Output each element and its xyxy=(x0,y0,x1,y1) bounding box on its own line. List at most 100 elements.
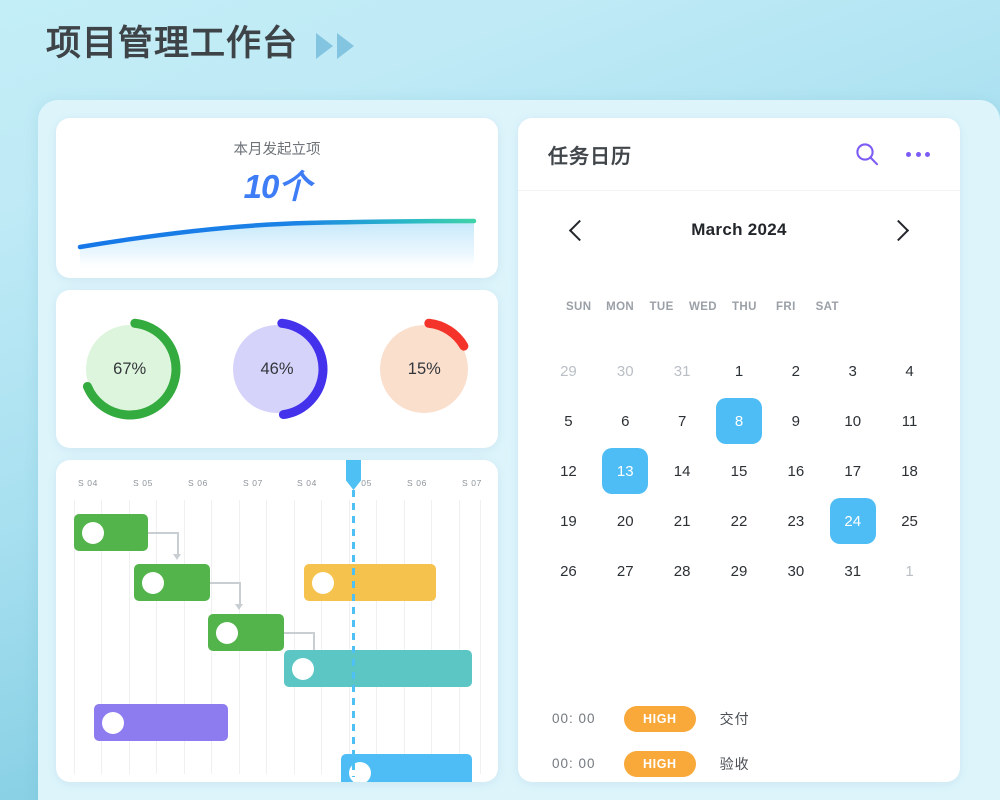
month-navigation: March 2024 xyxy=(548,213,930,247)
gantt-bar-handle[interactable] xyxy=(82,521,104,544)
gantt-bar-handle[interactable] xyxy=(142,571,164,594)
calendar-day[interactable]: 1 xyxy=(711,346,768,396)
calendar-day-label: 24 xyxy=(829,498,876,544)
calendar-day[interactable]: 29 xyxy=(711,546,768,596)
gantt-gridline xyxy=(156,500,157,774)
event-item[interactable]: 00: 00 HIGH 验收 xyxy=(552,741,940,782)
gantt-bar-task-green-1[interactable] xyxy=(74,514,148,551)
event-time: 00: 00 xyxy=(552,756,596,771)
donut-chart-2: 46% xyxy=(222,314,332,424)
gantt-bar-handle[interactable] xyxy=(312,571,334,594)
calendar-day-label: 17 xyxy=(844,462,862,480)
calendar-day[interactable]: 28 xyxy=(654,546,711,596)
calendar-day[interactable]: 30 xyxy=(767,546,824,596)
gantt-gridline xyxy=(431,500,432,774)
calendar-day[interactable]: 14 xyxy=(654,446,711,496)
gantt-gridline xyxy=(480,500,481,774)
chevron-right-icon[interactable] xyxy=(887,219,910,241)
page-header: 项目管理工作台 xyxy=(46,24,355,63)
calendar-day[interactable]: 25 xyxy=(881,496,938,546)
page-title: 项目管理工作台 xyxy=(46,24,299,63)
calendar-day-label: 31 xyxy=(673,362,691,380)
gantt-bar-handle[interactable] xyxy=(102,711,124,734)
gantt-bar-task-green-3[interactable] xyxy=(208,614,284,651)
calendar-day-label: 30 xyxy=(616,362,634,380)
gantt-gridline xyxy=(404,500,405,774)
gantt-card: S 04 S 05 S 06 S 07 S 04 S 05 S 06 S 07 xyxy=(56,460,498,782)
calendar-day-label: 15 xyxy=(730,462,748,480)
calendar-day-grid: 29 30 31 1 2 3 4 5 6 7 8 9 10 11 12 13 14 15 16 17 18 19 20 21 2… xyxy=(540,346,938,596)
calendar-day-label: 4 xyxy=(905,362,914,380)
weekday-tue: TUE xyxy=(649,301,674,313)
calendar-day[interactable]: 6 xyxy=(597,396,654,446)
calendar-day[interactable]: 15 xyxy=(711,446,768,496)
calendar-day[interactable]: 21 xyxy=(654,496,711,546)
gantt-tick-label: S 06 xyxy=(188,478,208,488)
today-marker-icon[interactable] xyxy=(346,460,361,777)
donut-label-2: 46% xyxy=(260,359,294,378)
calendar-day[interactable]: 1 xyxy=(881,546,938,596)
calendar-day[interactable]: 26 xyxy=(540,546,597,596)
calendar-day-selected[interactable]: 8 xyxy=(711,396,768,446)
calendar-day[interactable]: 18 xyxy=(881,446,938,496)
gantt-gridline xyxy=(129,500,130,774)
event-item[interactable]: 00: 00 HIGH 交付 xyxy=(552,696,940,741)
calendar-day[interactable]: 12 xyxy=(540,446,597,496)
gantt-bar-task-yellow[interactable] xyxy=(304,564,436,601)
calendar-day[interactable]: 23 xyxy=(767,496,824,546)
gantt-bar-task-purple[interactable] xyxy=(94,704,228,741)
gantt-bar-task-blue[interactable] xyxy=(341,754,472,782)
calendar-day-label: 9 xyxy=(791,412,801,430)
sparkline-chart xyxy=(77,218,477,272)
calendar-day[interactable]: 7 xyxy=(654,396,711,446)
donut-label-1: 67% xyxy=(113,359,147,378)
event-name: 验收 xyxy=(719,755,750,772)
calendar-day-label: 25 xyxy=(901,512,918,530)
calendar-day[interactable]: 27 xyxy=(597,546,654,596)
calendar-day[interactable]: 19 xyxy=(540,496,597,546)
gantt-gridline xyxy=(101,500,102,774)
calendar-day-label: 22 xyxy=(730,512,748,530)
calendar-day-selected[interactable]: 24 xyxy=(824,496,881,546)
calendar-day[interactable]: 3 xyxy=(824,346,881,396)
gantt-tick-label: S 04 xyxy=(297,478,317,488)
search-icon[interactable] xyxy=(854,141,880,167)
gantt-bar-task-green-2[interactable] xyxy=(134,564,210,601)
gantt-gridline xyxy=(294,500,295,774)
gantt-bar-task-teal[interactable] xyxy=(284,650,472,687)
calendar-day[interactable]: 20 xyxy=(597,496,654,546)
calendar-day-label: 31 xyxy=(844,562,862,580)
today-marker-line xyxy=(352,490,355,777)
calendar-day[interactable]: 16 xyxy=(767,446,824,496)
calendar-day[interactable]: 17 xyxy=(824,446,881,496)
calendar-day-label: 3 xyxy=(848,362,857,380)
calendar-day-label: 19 xyxy=(560,512,577,530)
donut-label-3: 15% xyxy=(407,359,441,378)
gantt-tick-label: S 05 xyxy=(133,478,153,488)
calendar-title: 任务日历 xyxy=(548,145,632,168)
gantt-bar-handle[interactable] xyxy=(292,657,314,680)
calendar-day[interactable]: 2 xyxy=(767,346,824,396)
more-options-icon[interactable] xyxy=(906,151,930,157)
event-priority-badge: HIGH xyxy=(624,750,696,777)
calendar-day-selected[interactable]: 13 xyxy=(597,446,654,496)
calendar-day[interactable]: 5 xyxy=(540,396,597,446)
calendar-day[interactable]: 22 xyxy=(711,496,768,546)
triangle-icon xyxy=(337,32,355,59)
calendar-day[interactable]: 9 xyxy=(767,396,824,446)
double-right-triangle-icon xyxy=(316,32,355,59)
calendar-day[interactable]: 30 xyxy=(597,346,654,396)
weekday-fri: FRI xyxy=(775,301,796,313)
calendar-day[interactable]: 11 xyxy=(881,396,938,446)
gantt-bar-handle[interactable] xyxy=(216,621,238,644)
weekday-header-row: SUN MON TUE WED THU FRI SAT xyxy=(558,301,848,313)
weekday-wed: WED xyxy=(688,301,717,313)
calendar-day[interactable]: 4 xyxy=(881,346,938,396)
today-marker-head xyxy=(346,460,361,490)
calendar-day[interactable]: 10 xyxy=(824,396,881,446)
calendar-day-label: 5 xyxy=(564,412,573,430)
calendar-day[interactable]: 31 xyxy=(654,346,711,396)
calendar-day[interactable]: 29 xyxy=(540,346,597,396)
calendar-day[interactable]: 31 xyxy=(824,546,881,596)
chevron-left-icon[interactable] xyxy=(568,219,591,241)
